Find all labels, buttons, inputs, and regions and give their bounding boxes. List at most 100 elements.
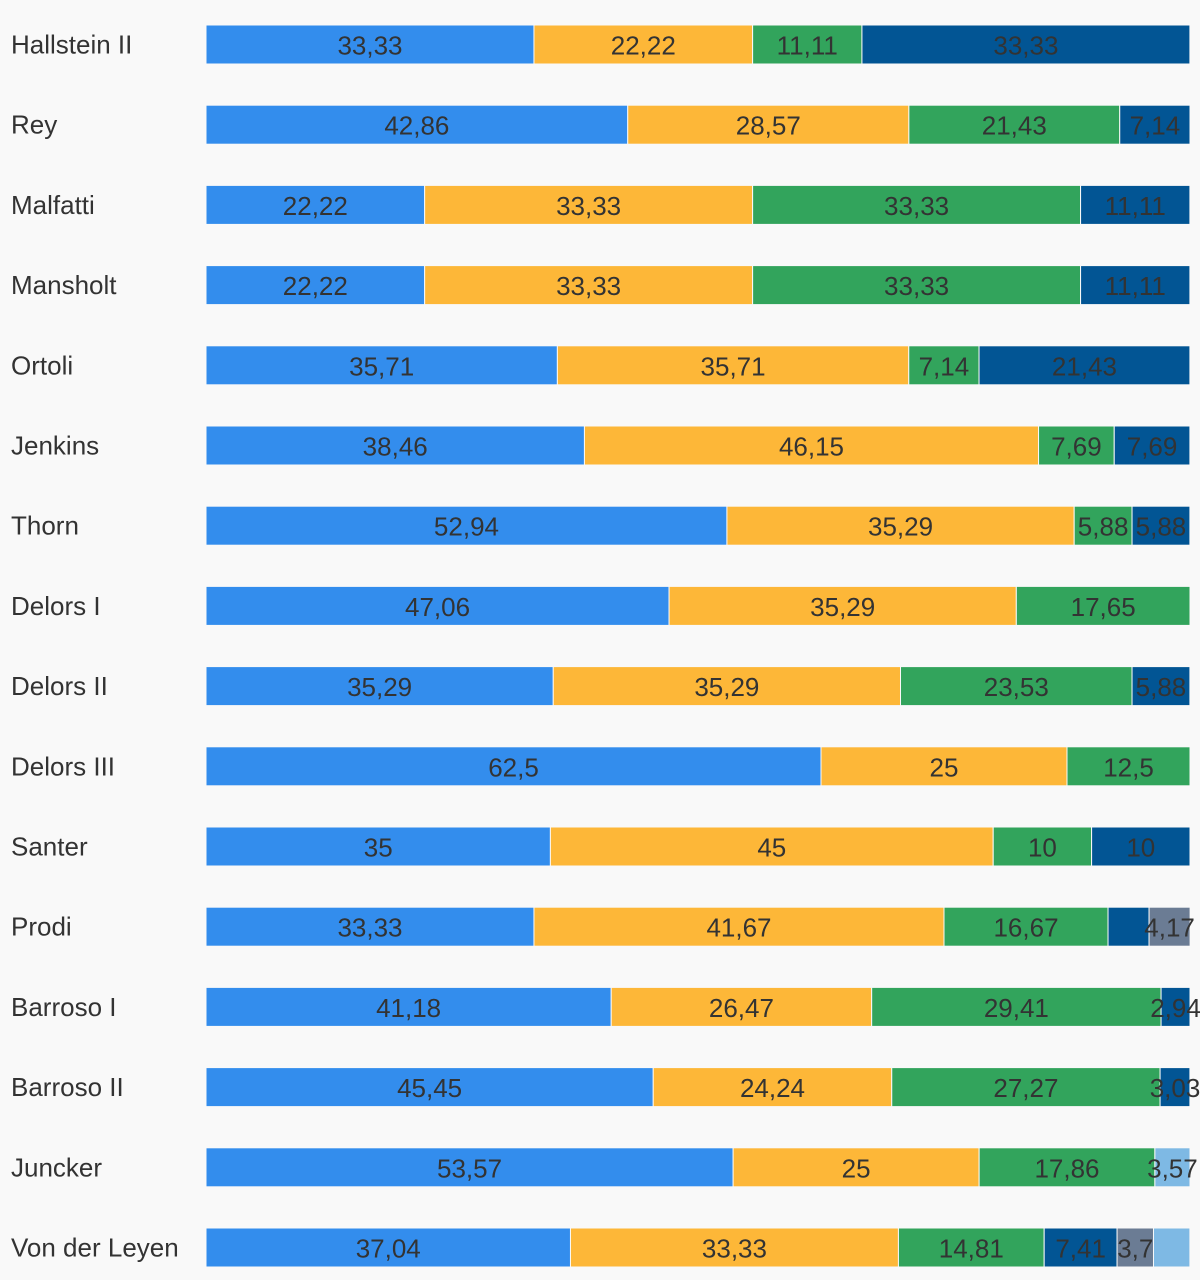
bar-segment	[205, 184, 426, 225]
bar-segment	[205, 24, 535, 65]
data-label: 10	[1028, 833, 1057, 863]
data-label: 33,33	[702, 1234, 767, 1264]
data-label: 45,45	[397, 1073, 462, 1103]
data-label: 28,57	[736, 111, 801, 141]
bar-segment	[1066, 746, 1191, 787]
row-label: Hallstein II	[11, 30, 132, 60]
bar-segment	[978, 1147, 1156, 1188]
data-label: 35,29	[694, 672, 759, 702]
data-label: 21,43	[1052, 351, 1117, 381]
bar-segment	[627, 104, 910, 145]
bar-segment	[900, 666, 1133, 707]
data-label: 21,43	[982, 111, 1047, 141]
data-label: 33,33	[884, 271, 949, 301]
bar-segment	[205, 1227, 571, 1268]
bar-segment	[943, 906, 1109, 947]
bar-segment	[610, 986, 873, 1027]
bar-segment	[205, 265, 426, 306]
bar-segment	[205, 986, 612, 1027]
bar-segment	[1080, 265, 1191, 306]
data-label: 46,15	[779, 432, 844, 462]
bars	[205, 24, 1191, 1268]
bar-segment	[1116, 1227, 1154, 1268]
bar-segment	[205, 345, 558, 386]
data-label: 35,71	[349, 351, 414, 381]
data-label: 23,53	[984, 672, 1049, 702]
data-label: 35,29	[868, 512, 933, 542]
bar-segment	[205, 1147, 734, 1188]
bar-segment	[652, 1067, 893, 1108]
data-label: 33,33	[884, 191, 949, 221]
data-label: 24,24	[740, 1073, 805, 1103]
data-label: 33,33	[337, 31, 402, 61]
bar-segment	[205, 425, 585, 466]
bar-segment	[752, 24, 863, 65]
bar-segment	[1154, 1147, 1191, 1188]
bar-segment	[1038, 425, 1115, 466]
bar-segment	[424, 265, 754, 306]
bar-segment	[1148, 906, 1191, 947]
bar-segment	[205, 746, 822, 787]
data-label: 3,03	[1150, 1073, 1200, 1103]
data-label: 11,11	[1105, 271, 1166, 301]
data-label: 22,22	[611, 31, 676, 61]
row-label: Ortoli	[11, 350, 73, 380]
bar-segment	[732, 1147, 980, 1188]
data-label: 17,86	[1034, 1153, 1099, 1183]
data-label: 47,06	[405, 592, 470, 622]
bar-segment	[569, 1227, 899, 1268]
data-label: 12,5	[1103, 752, 1154, 782]
data-label: 37,04	[356, 1234, 421, 1264]
bar-segment	[1091, 826, 1191, 867]
data-label: 62,5	[488, 752, 539, 782]
row-label: Mansholt	[11, 270, 117, 300]
bar-segment	[1119, 104, 1191, 145]
bar-segment	[891, 1067, 1161, 1108]
row-label: Barroso I	[11, 992, 117, 1022]
row-label: Thorn	[11, 511, 79, 541]
data-label: 33,33	[556, 271, 621, 301]
bar-segment	[1131, 505, 1191, 546]
bar-segment	[871, 986, 1162, 1027]
data-label: 5,88	[1136, 672, 1187, 702]
data-label: 3,7	[1117, 1234, 1153, 1264]
data-label: 7,41	[1055, 1234, 1106, 1264]
bar-segment	[978, 345, 1191, 386]
data-label: 33,33	[993, 31, 1058, 61]
data-label: 17,65	[1071, 592, 1136, 622]
bar-segment	[1073, 505, 1133, 546]
data-label: 41,18	[376, 993, 441, 1023]
data-label: 35	[364, 833, 393, 863]
data-label: 33,33	[556, 191, 621, 221]
data-label: 25	[930, 752, 959, 782]
bar-segment	[897, 1227, 1045, 1268]
data-label: 3,57	[1147, 1153, 1198, 1183]
bar-segment	[205, 906, 535, 947]
bar-segment	[1152, 1227, 1191, 1268]
bar-segment	[549, 826, 994, 867]
data-label: 10	[1126, 833, 1155, 863]
bar-segment	[1107, 906, 1150, 947]
bar-segment	[1113, 425, 1191, 466]
bar-segment	[861, 24, 1191, 65]
bar-segment	[583, 425, 1040, 466]
bar-segment	[533, 24, 754, 65]
row-label: Barroso II	[11, 1072, 124, 1102]
data-label: 7,14	[1130, 111, 1181, 141]
data-label: 11,11	[777, 31, 838, 61]
data-label: 35,71	[701, 351, 766, 381]
data-label: 42,86	[384, 111, 449, 141]
row-label: Delors II	[11, 671, 108, 701]
data-label: 16,67	[993, 913, 1058, 943]
data-label: 26,47	[709, 993, 774, 1023]
bar-segment	[908, 345, 980, 386]
data-label: 33,33	[337, 913, 402, 943]
data-label: 22,22	[283, 191, 348, 221]
data-label: 7,69	[1127, 432, 1178, 462]
bar-segment	[820, 746, 1068, 787]
row-label: Delors I	[11, 591, 101, 621]
bar-segment	[908, 104, 1121, 145]
data-label: 7,14	[919, 351, 970, 381]
bar-segment	[205, 585, 670, 626]
